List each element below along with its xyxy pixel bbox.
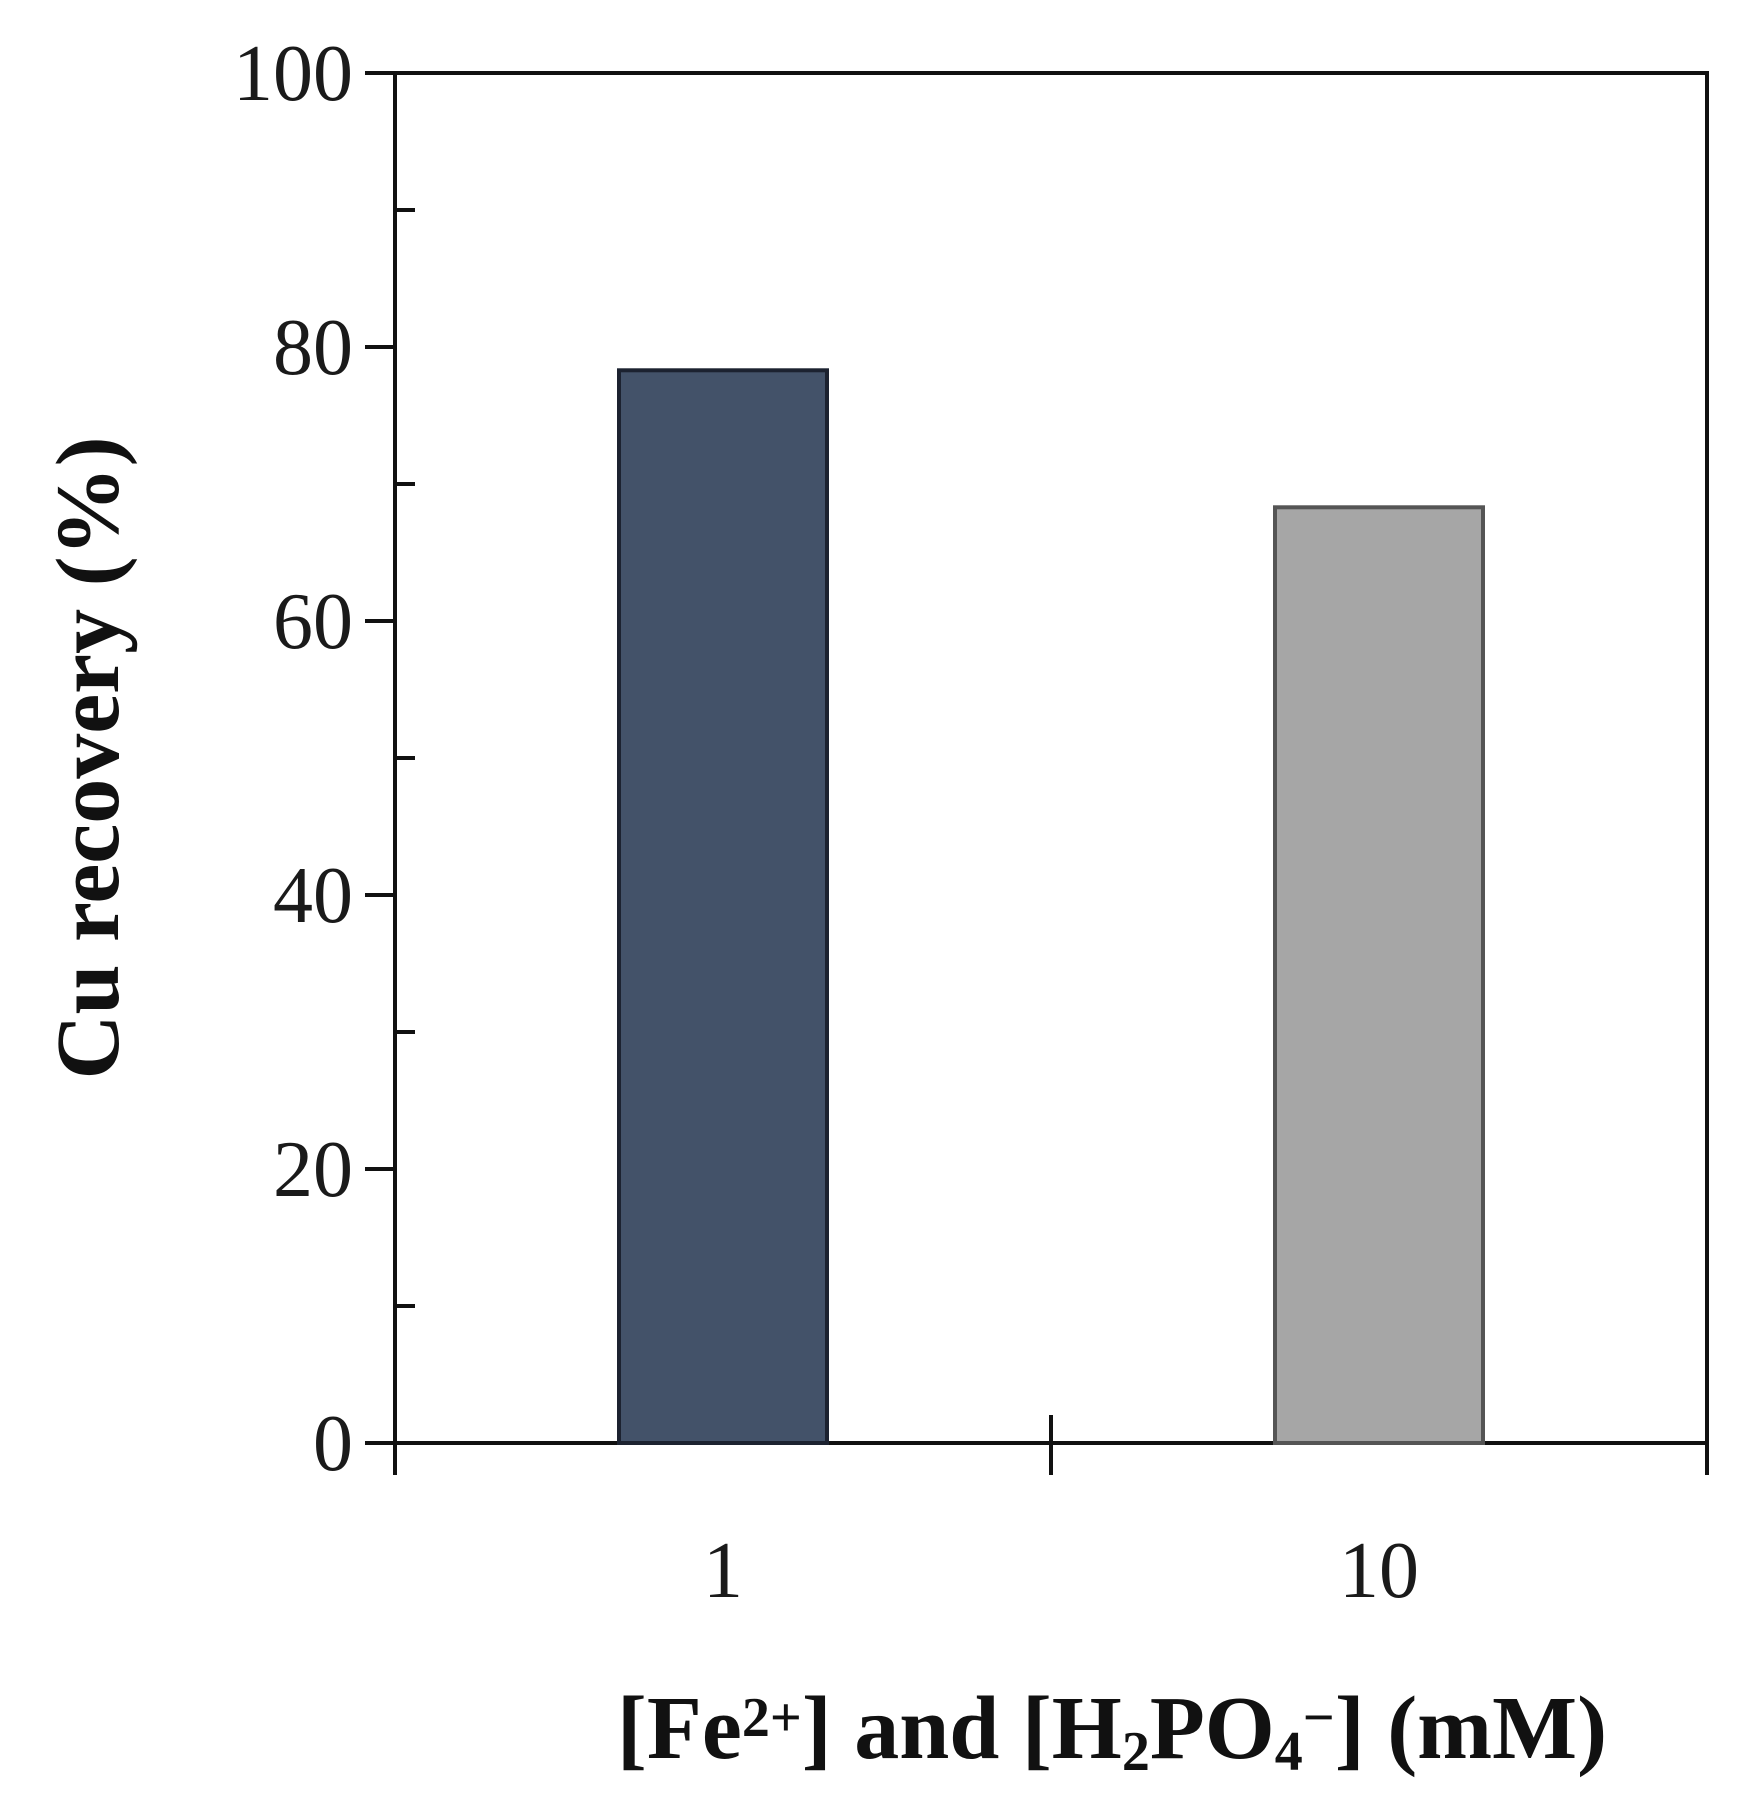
y-tick-label: 80 <box>273 304 353 392</box>
x-axis-title-part: [Fe <box>617 1679 742 1778</box>
x-tick-label: 1 <box>703 1527 743 1615</box>
x-axis-ticks <box>393 1415 1709 1475</box>
plot-frame <box>393 71 1709 1445</box>
x-axis-title-part: PO <box>1150 1679 1275 1778</box>
y-tick-label: 0 <box>313 1400 353 1488</box>
bar-1 <box>617 368 829 1445</box>
y-tick-label: 40 <box>273 852 353 940</box>
x-axis-title-part: ] and [H <box>802 1679 1122 1778</box>
y-axis-title: Cu recovery (%) <box>39 436 138 1079</box>
y-tick-label: 60 <box>273 578 353 666</box>
y-tick-label: 20 <box>273 1126 353 1214</box>
y-tick-labels: 0 20 40 60 80 100 <box>233 30 353 1488</box>
x-axis-title-part: 2 <box>1122 1721 1150 1783</box>
x-tick-labels: 1 10 <box>703 1527 1419 1615</box>
x-tick-label: 10 <box>1339 1527 1419 1615</box>
x-axis-title-part: ] (mM) <box>1335 1679 1607 1778</box>
y-axis-ticks <box>365 71 415 1445</box>
bar-10 <box>1273 505 1485 1446</box>
bars-group <box>617 368 1485 1446</box>
x-axis-title: [Fe2+] and [H2PO4−] (mM) <box>617 1679 1607 1783</box>
y-tick-label: 100 <box>233 30 353 118</box>
x-axis-title-part: 2+ <box>742 1687 802 1749</box>
x-axis-title-part: 4 <box>1275 1721 1303 1783</box>
x-axis-title-part: − <box>1303 1687 1335 1749</box>
